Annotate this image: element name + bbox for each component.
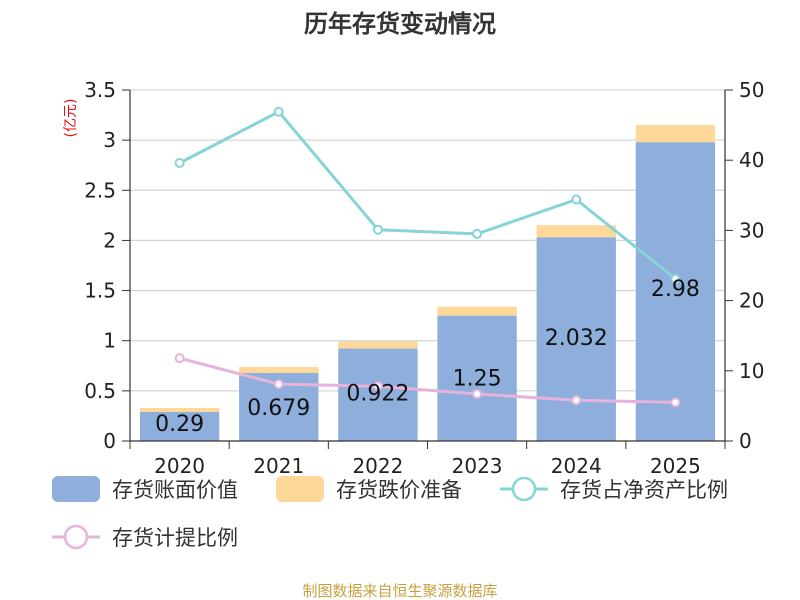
legend-provision-label: 存货跌价准备 <box>336 478 462 502</box>
point-ratio-net-assets <box>174 158 185 169</box>
y-right-tick-label: 50 <box>739 78 764 102</box>
legend-book-value-label: 存货账面价值 <box>112 478 238 502</box>
y-right-tick-label: 40 <box>739 148 764 172</box>
x-tick-label: 2024 <box>551 454 602 478</box>
x-tick-label: 2020 <box>154 454 205 478</box>
gridlines <box>130 89 725 392</box>
legend-ratio-net-assets-label: 存货占净资产比例 <box>560 478 728 502</box>
bar-provision <box>536 225 616 238</box>
x-tick-label: 2021 <box>253 454 304 478</box>
y-left-tick-label: 3.5 <box>84 78 116 102</box>
bar-provision <box>635 125 716 143</box>
point-ratio-net-assets <box>372 224 383 235</box>
data-label: 0.29 <box>155 412 204 437</box>
point-provision-ratio <box>273 379 284 390</box>
y-left-tick-label: 0 <box>103 429 116 453</box>
bar-provision <box>437 306 517 316</box>
line-ratio-net-assets <box>178 109 677 281</box>
data-label: 0.679 <box>247 396 310 421</box>
bar-book-value <box>139 411 220 441</box>
y-right-tick-label: 20 <box>739 289 764 313</box>
y-right-tick-label: 30 <box>739 218 764 242</box>
y-left-tick-label: 2.5 <box>84 178 116 202</box>
axes: 0 0.5 1 1.5 2 2.5 3 3.5 0 10 20 30 40 50 2020 2021 2022 2… <box>84 78 764 478</box>
line-provision-ratio <box>179 356 676 404</box>
point-provision-ratio <box>670 397 681 408</box>
line-series <box>174 106 681 408</box>
y-left-tick-label: 1 <box>103 329 116 353</box>
point-ratio-net-assets <box>273 106 284 117</box>
point-provision-ratio <box>472 388 483 399</box>
x-tick-label: 2025 <box>650 454 701 478</box>
point-ratio-net-assets <box>472 228 483 239</box>
legend-ratio-net-assets-swatch-marker <box>511 476 537 502</box>
data-labels: 0.29 0.679 0.922 1.25 2.032 2.98 <box>155 277 700 437</box>
legend-provision-ratio-swatch-marker <box>63 524 89 550</box>
data-label: 2.032 <box>545 326 608 351</box>
bar-provision <box>139 407 220 412</box>
bar-provision <box>338 341 418 349</box>
legend-provision-swatch <box>276 476 324 502</box>
x-tick-label: 2022 <box>352 454 403 478</box>
bars <box>139 125 716 442</box>
bar-provision <box>239 366 319 373</box>
y-left-tick-label: 1.5 <box>84 279 116 303</box>
data-label: 0.922 <box>346 382 409 407</box>
bar-book-value <box>338 348 418 441</box>
y-left-unit: (亿元) <box>63 99 79 138</box>
bar-book-value <box>437 315 517 441</box>
data-label: 1.25 <box>453 367 502 392</box>
point-provision-ratio <box>372 381 383 392</box>
source-note: 制图数据来自恒生聚源数据库 <box>302 582 497 600</box>
x-tick-label: 2023 <box>452 454 503 478</box>
y-right-tick-label: 0 <box>739 429 752 453</box>
bar-book-value <box>536 237 616 441</box>
y-left-tick-label: 0.5 <box>84 379 116 403</box>
data-label: 2.98 <box>651 277 700 302</box>
point-provision-ratio <box>174 353 185 364</box>
point-ratio-net-assets <box>571 194 582 205</box>
bar-book-value <box>635 142 716 442</box>
y-right-tick-label: 10 <box>739 359 764 383</box>
point-ratio-net-assets <box>670 273 681 284</box>
legend-book-value-swatch <box>52 476 100 502</box>
point-provision-ratio <box>571 395 582 406</box>
y-left-tick-label: 3 <box>103 128 116 152</box>
legend-provision-ratio-label: 存货计提比例 <box>112 526 238 550</box>
y-left-tick-label: 2 <box>103 228 116 252</box>
chart-title: 历年存货变动情况 <box>304 10 496 38</box>
